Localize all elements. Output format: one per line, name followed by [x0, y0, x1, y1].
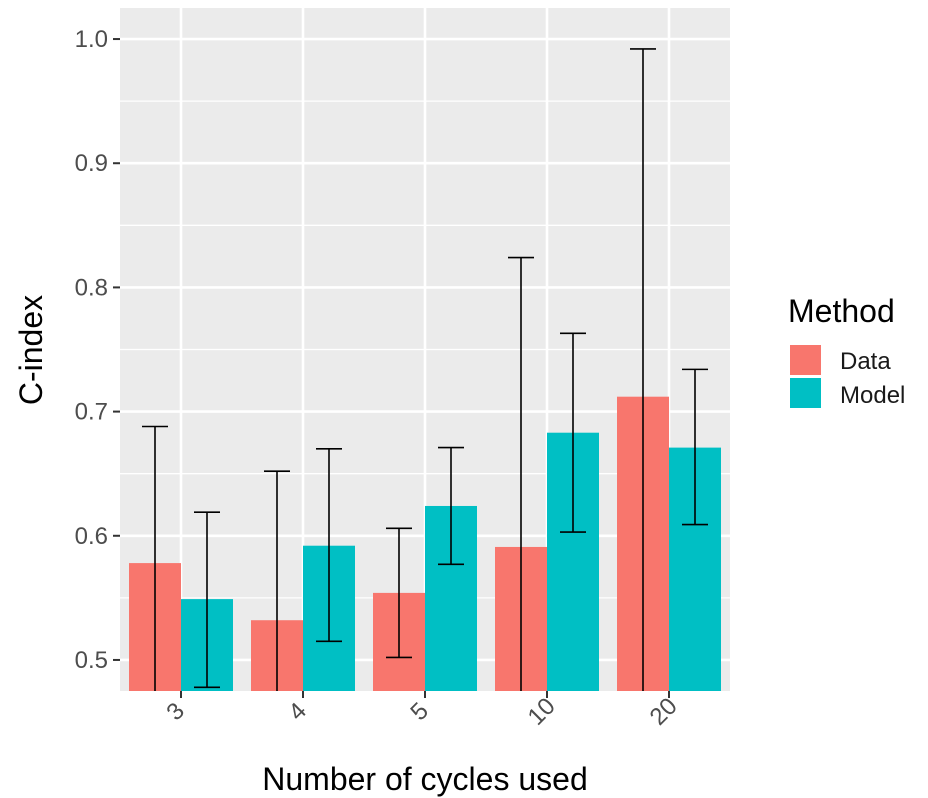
x-tick-label: 10: [523, 693, 561, 731]
y-tick-label: 0.5: [75, 647, 108, 674]
legend: Method Data Model: [788, 293, 905, 409]
legend-key-model: [790, 378, 821, 408]
y-axis: 0.5 0.6 0.7 0.8 0.9 1.0: [75, 26, 120, 674]
x-tick-label: 20: [645, 693, 683, 731]
x-tick-label: 4: [283, 697, 312, 726]
x-tick-label: 5: [405, 697, 434, 726]
y-tick-label: 0.8: [75, 274, 108, 301]
y-axis-title: C-index: [13, 295, 49, 405]
x-axis: 3 4 5 10 20: [161, 691, 683, 731]
major-gridlines: [120, 8, 730, 691]
legend-key-data: [790, 345, 821, 375]
legend-title: Method: [788, 293, 895, 329]
error-bars: [142, 48, 708, 691]
bars: [129, 396, 721, 691]
y-tick-label: 0.9: [75, 150, 108, 177]
legend-label-model: Model: [840, 382, 905, 409]
x-tick-label: 3: [161, 697, 190, 726]
x-axis-title: Number of cycles used: [262, 761, 587, 797]
y-tick-label: 1.0: [75, 26, 108, 53]
y-tick-label: 0.7: [75, 399, 108, 426]
y-tick-label: 0.6: [75, 523, 108, 550]
legend-label-data: Data: [840, 348, 891, 375]
